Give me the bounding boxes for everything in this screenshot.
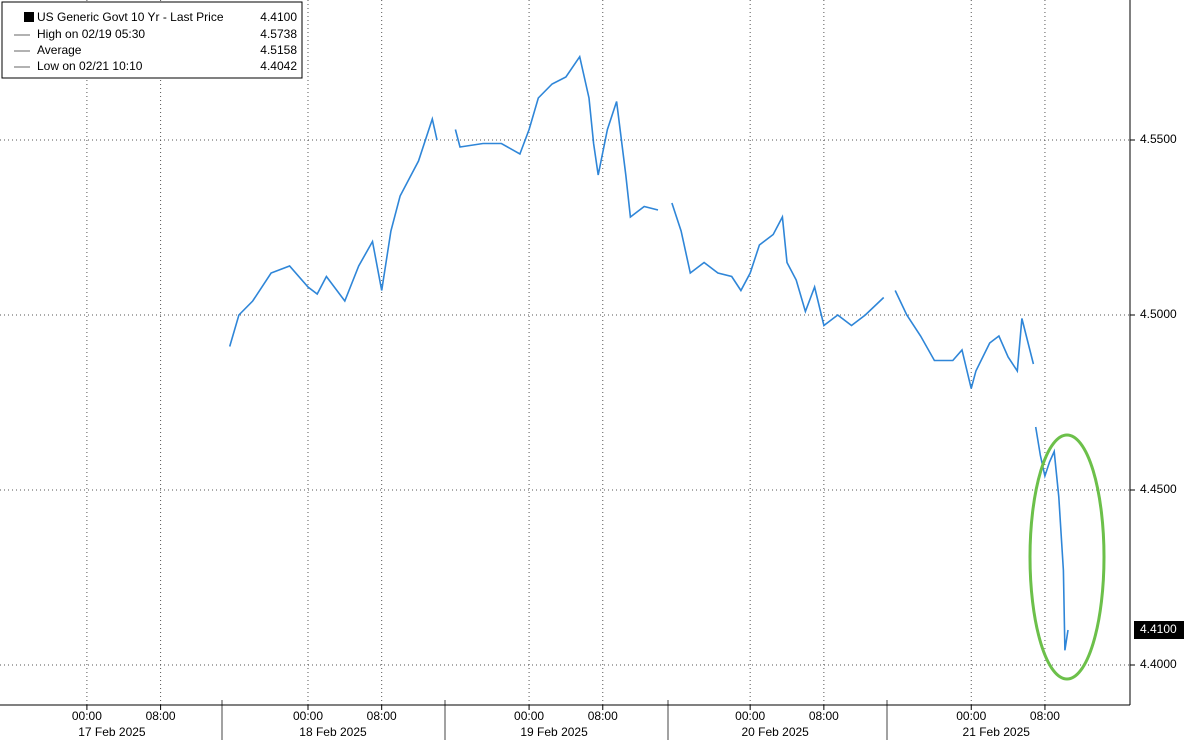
x-date-label: 19 Feb 2025: [520, 725, 588, 739]
legend-swatch: [24, 12, 34, 22]
legend-box: [1, 1, 303, 79]
y-tick-label: 4.5000: [1140, 307, 1177, 321]
x-date-label: 17 Feb 2025: [78, 725, 146, 739]
legend-label: Low on 02/21 10:10: [37, 59, 143, 73]
legend-value: 4.5158: [260, 43, 297, 57]
legend-label: High on 02/19 05:30: [37, 27, 145, 41]
x-tick-label: 00:00: [514, 709, 544, 723]
x-tick-label: 00:00: [956, 709, 986, 723]
x-tick-label: 08:00: [588, 709, 618, 723]
legend-label: Average: [37, 43, 82, 57]
legend-value: 4.4100: [260, 10, 297, 24]
x-tick-label: 08:00: [146, 709, 176, 723]
x-date-label: 21 Feb 2025: [963, 725, 1031, 739]
plot: [228, 54, 1069, 651]
y-tick-label: 4.5500: [1140, 132, 1177, 146]
highlight-ellipse: [1028, 433, 1106, 681]
last-price-tag: [1134, 621, 1184, 639]
legend-value: 4.4042: [260, 59, 297, 73]
x-date-label: 20 Feb 2025: [741, 725, 809, 739]
x-tick-label: 00:00: [72, 709, 102, 723]
grid: [0, 0, 1130, 705]
last-price-label: 4.4100: [1140, 622, 1177, 636]
price-line: [228, 54, 1069, 651]
x-tick-label: 00:00: [735, 709, 765, 723]
x-tick-label: 08:00: [1030, 709, 1060, 723]
x-tick-label: 08:00: [809, 709, 839, 723]
x-tick-label: 00:00: [293, 709, 323, 723]
legend-value: 4.5738: [260, 27, 297, 41]
x-tick-label: 08:00: [367, 709, 397, 723]
y-tick-label: 4.4000: [1140, 657, 1177, 671]
legend-label: US Generic Govt 10 Yr - Last Price: [37, 10, 224, 24]
y-tick-label: 4.4500: [1140, 482, 1177, 496]
x-date-label: 18 Feb 2025: [299, 725, 367, 739]
legend: US Generic Govt 10 Yr - Last Price 4.4100…: [1, 1, 303, 79]
